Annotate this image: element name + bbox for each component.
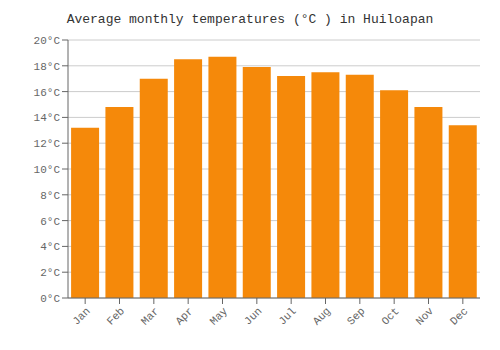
svg-text:Jun: Jun	[242, 305, 264, 327]
svg-text:Mar: Mar	[139, 305, 161, 327]
svg-text:18°C: 18°C	[34, 61, 61, 73]
svg-text:Nov: Nov	[414, 305, 437, 328]
svg-text:Dec: Dec	[448, 305, 470, 327]
svg-text:Oct: Oct	[379, 305, 401, 327]
svg-text:12°C: 12°C	[34, 138, 61, 150]
svg-text:14°C: 14°C	[34, 112, 61, 124]
svg-text:Feb: Feb	[105, 305, 127, 327]
svg-text:0°C: 0°C	[40, 293, 60, 305]
svg-text:Jul: Jul	[276, 305, 298, 327]
svg-text:Aug: Aug	[311, 305, 333, 327]
svg-text:Apr: Apr	[173, 305, 195, 327]
html-text:Average monthly temperatures (: Average monthly temperatures (°C ) in Hu…	[66, 12, 434, 27]
svg-text:10°C: 10°C	[34, 164, 61, 176]
svg-text:6°C: 6°C	[40, 216, 60, 228]
svg-text:16°C: 16°C	[34, 87, 61, 99]
svg-text:Sep: Sep	[345, 305, 367, 327]
svg-text:20°C: 20°C	[34, 35, 61, 47]
svg-text:May: May	[208, 305, 231, 328]
svg-text:2°C: 2°C	[40, 267, 60, 279]
svg-text:4°C: 4°C	[40, 241, 60, 253]
svg-text:8°C: 8°C	[40, 190, 60, 202]
svg-text:Jan: Jan	[70, 305, 92, 327]
